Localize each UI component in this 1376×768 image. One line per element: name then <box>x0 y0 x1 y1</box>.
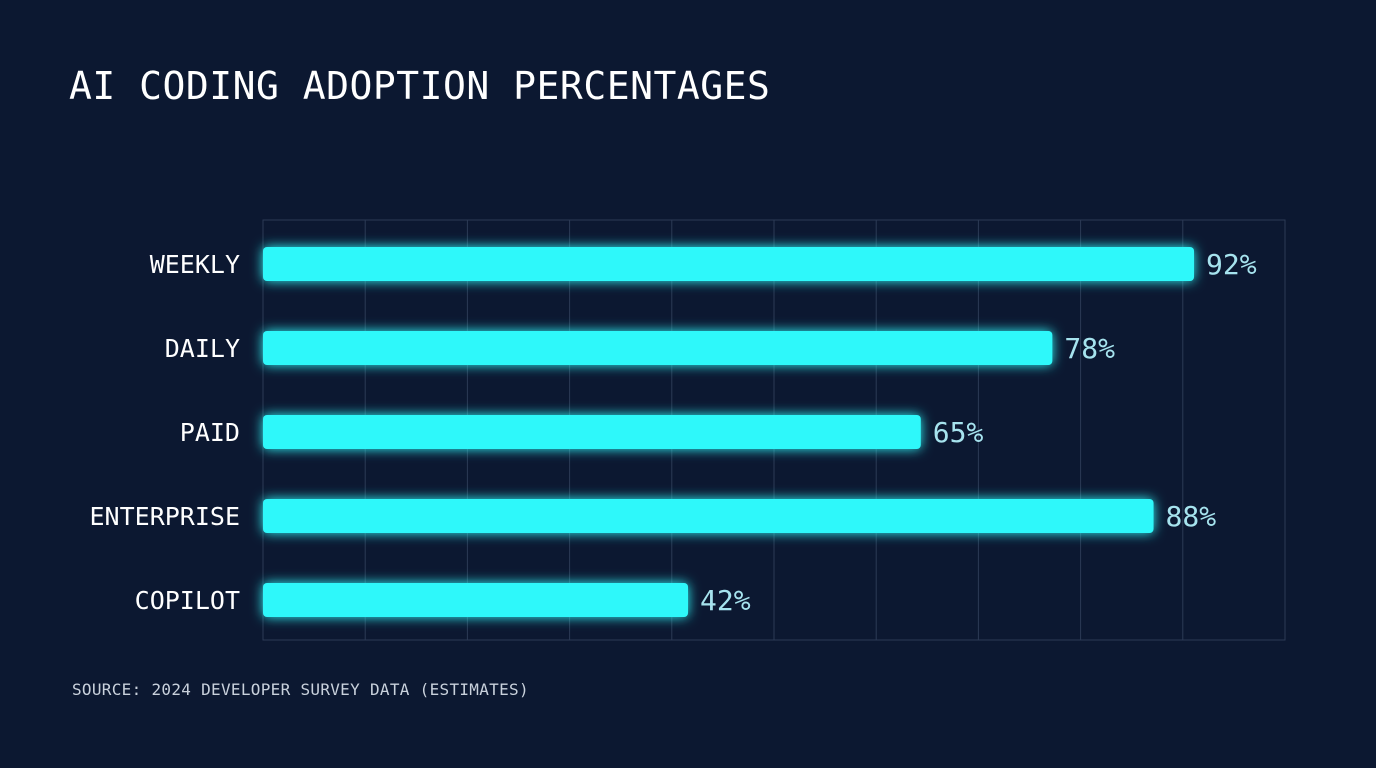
value-label-paid: 65% <box>933 416 984 449</box>
category-label-copilot: COPILOT <box>135 586 240 615</box>
value-label-copilot: 42% <box>700 584 751 617</box>
category-label-paid: PAID <box>180 418 240 447</box>
value-label-enterprise: 88% <box>1166 500 1217 533</box>
value-label-weekly: 92% <box>1206 248 1257 281</box>
bar-enterprise <box>263 499 1154 533</box>
category-label-daily: DAILY <box>165 334 240 363</box>
chart-labels: WEEKLY 92% DAILY 78% PAID 65% ENTERPRISE 88% COP… <box>89 248 1256 617</box>
source-note: SOURCE: 2024 DEVELOPER SURVEY DATA (ESTI… <box>72 680 529 699</box>
chart-bars <box>263 247 1195 617</box>
bar-paid <box>263 415 921 449</box>
bar-copilot <box>263 583 689 617</box>
category-label-weekly: WEEKLY <box>150 250 240 279</box>
bar-daily <box>263 331 1053 365</box>
chart-title: AI CODING ADOPTION PERCENTAGES <box>69 64 771 108</box>
value-label-daily: 78% <box>1064 332 1115 365</box>
category-label-enterprise: ENTERPRISE <box>89 502 240 531</box>
bar-weekly <box>263 247 1195 281</box>
